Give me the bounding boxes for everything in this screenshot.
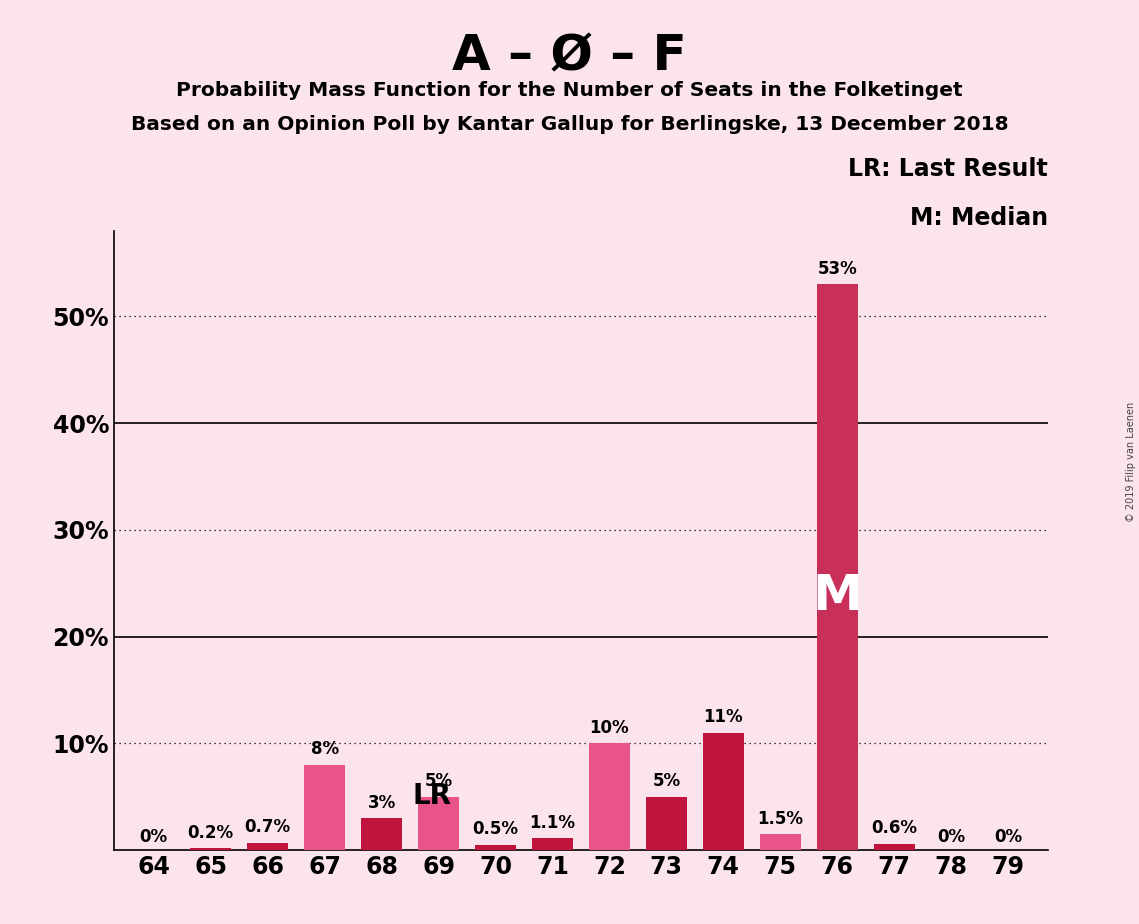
Text: 8%: 8% (311, 740, 338, 759)
Text: 0%: 0% (937, 828, 965, 845)
Text: 0.2%: 0.2% (188, 823, 233, 842)
Text: LR: Last Result: LR: Last Result (849, 157, 1048, 181)
Bar (817, 285, 858, 850)
Bar (874, 844, 915, 850)
Text: 1.5%: 1.5% (757, 809, 803, 828)
Text: M: Median: M: Median (910, 206, 1048, 230)
Bar (760, 834, 801, 850)
Text: Based on an Opinion Poll by Kantar Gallup for Berlingske, 13 December 2018: Based on an Opinion Poll by Kantar Gallu… (131, 115, 1008, 134)
Text: LR: LR (413, 782, 452, 809)
Text: © 2019 Filip van Laenen: © 2019 Filip van Laenen (1126, 402, 1136, 522)
Text: 0%: 0% (994, 828, 1022, 845)
Bar (304, 765, 345, 850)
Text: Probability Mass Function for the Number of Seats in the Folketinget: Probability Mass Function for the Number… (177, 81, 962, 101)
Text: 0%: 0% (140, 828, 167, 845)
Bar (703, 733, 744, 850)
Bar (589, 743, 630, 850)
Bar (532, 838, 573, 850)
Text: 10%: 10% (590, 719, 629, 737)
Text: M: M (812, 572, 862, 619)
Bar (646, 796, 687, 850)
Text: 3%: 3% (368, 794, 395, 811)
Bar (475, 845, 516, 850)
Text: 53%: 53% (818, 260, 857, 278)
Text: 0.5%: 0.5% (473, 821, 518, 838)
Text: A – Ø – F: A – Ø – F (452, 32, 687, 80)
Text: 5%: 5% (425, 772, 452, 790)
Text: 5%: 5% (653, 772, 680, 790)
Bar (418, 796, 459, 850)
Bar (247, 843, 288, 850)
Text: 0.6%: 0.6% (871, 820, 917, 837)
Text: 11%: 11% (704, 709, 743, 726)
Text: 0.7%: 0.7% (245, 819, 290, 836)
Bar (361, 818, 402, 850)
Bar (190, 848, 231, 850)
Text: 1.1%: 1.1% (530, 814, 575, 832)
